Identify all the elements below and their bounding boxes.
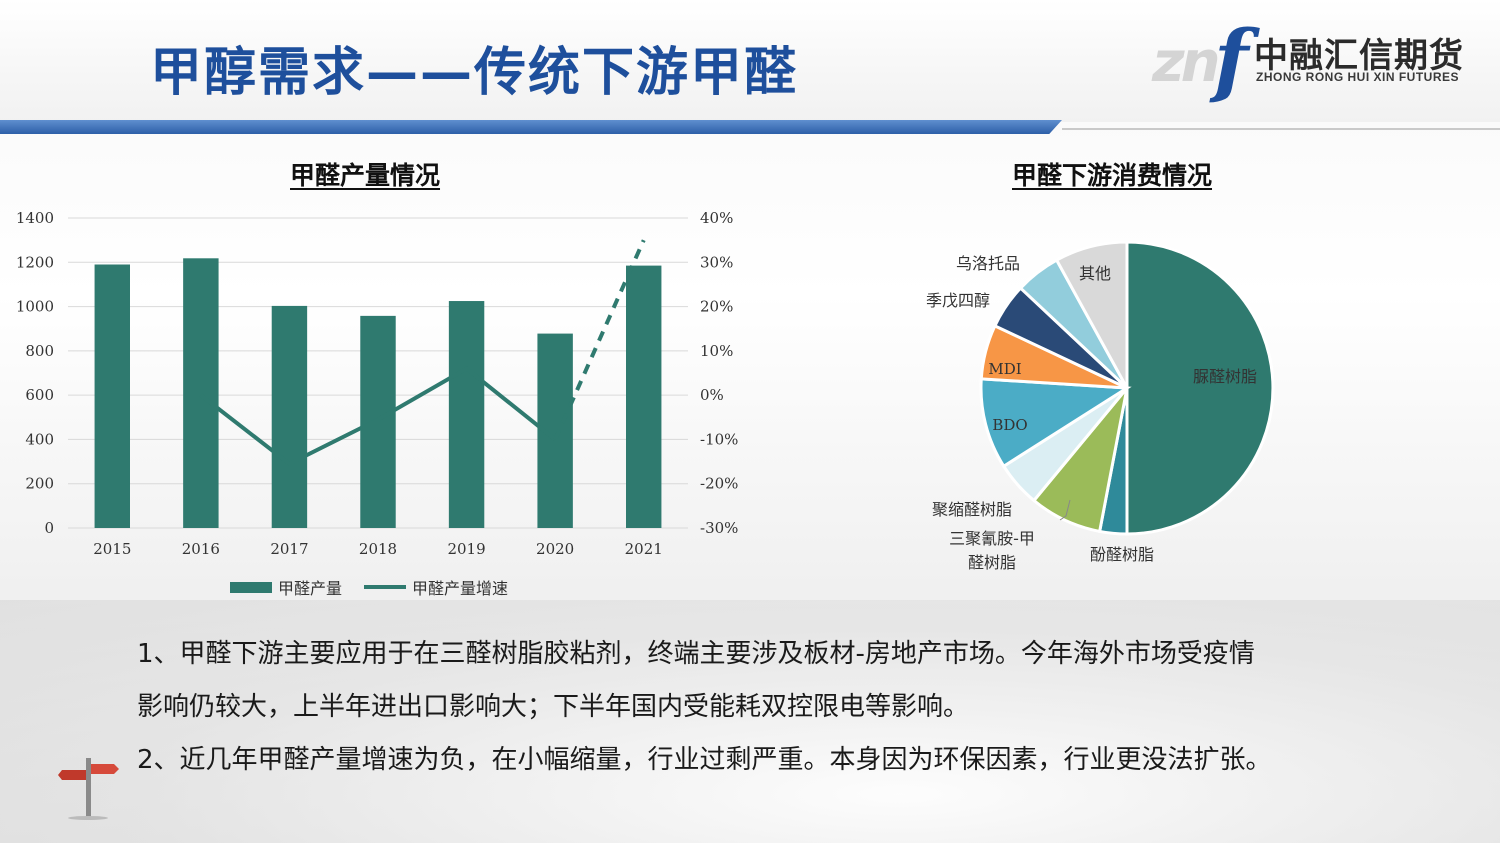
page-title: 甲醇需求——传统下游甲醛 [150, 43, 799, 103]
legend-item-growth: 甲醛产量增速 [364, 575, 508, 599]
bar-2019 [448, 301, 485, 528]
x-tick-label: 2015 [93, 540, 131, 558]
header-divider-line [1062, 128, 1500, 130]
y-left-tick-label: 1200 [16, 253, 54, 271]
pie-label-2-line2: 醛树脂 [968, 553, 1016, 572]
pie-label-6: 季戊四醇 [926, 291, 990, 310]
note-line-2: 影响仍较大，上半年进出口影响大；下半年国内受能耗双控限电等影响。 [137, 692, 970, 722]
pie-label-4: BDO [992, 416, 1027, 434]
y-right-tick-label: 30% [700, 253, 733, 271]
pie-label-5: MDI [988, 360, 1021, 378]
logo-text: 中融汇信期货 [1254, 36, 1464, 76]
y-left-tick-label: 400 [25, 430, 54, 448]
notes-text-block: 1、甲醛下游主要应用于在三醛树脂胶粘剂，终端主要涉及板材-房地产市场。今年海外市… [137, 628, 1437, 787]
pie-slice-4 [979, 377, 1132, 469]
legend-swatch-line [364, 585, 407, 589]
bar-2018 [360, 315, 396, 528]
pie-slice-0 [1125, 240, 1275, 536]
pie-chart-title: 甲醛下游消费情况 [1012, 161, 1213, 190]
note-line-1: 1、甲醛下游主要应用于在三醛树脂胶粘剂，终端主要涉及板材-房地产市场。今年海外市… [137, 639, 1255, 669]
bar-line-chart: 0 200 400 600 800 1000 1200 1400 -30% -20% -10% 0% 1… [16, 209, 739, 558]
logo-english-text: ZHONG RONG HUI XIN FUTURES [1256, 70, 1460, 84]
x-tick-label: 2016 [182, 540, 220, 558]
x-tick-label: 2019 [447, 540, 485, 558]
y-right-tick-label: 40% [700, 209, 733, 227]
x-tick-label: 2020 [536, 540, 574, 558]
x-tick-label: 2021 [625, 540, 663, 558]
background-decoration [0, 600, 1500, 843]
logo-mark: zn [1152, 30, 1220, 95]
pie-leader-line [1059, 499, 1071, 521]
bar-2017 [271, 305, 308, 528]
logo-mark-f: f [1214, 12, 1249, 106]
pie-label-8: 其他 [1079, 264, 1111, 283]
header-divider-bar [0, 120, 1062, 134]
y-left-tick-label: 600 [25, 386, 54, 404]
pie-label-3: 聚缩醛树脂 [932, 500, 1012, 519]
bar-2015 [94, 264, 130, 528]
y-right-tick-label: -30% [700, 519, 738, 537]
y-left-tick-label: 1000 [16, 298, 54, 316]
y-left-tick-label: 200 [25, 475, 54, 493]
header-band [0, 0, 1500, 122]
y-right-tick-label: -20% [700, 475, 738, 493]
y-right-tick-label: 20% [700, 298, 733, 316]
growth-line-solid [199, 366, 557, 467]
y-left-tick-label: 800 [25, 342, 54, 360]
legend-label-production: 甲醛产量 [278, 579, 343, 598]
x-tick-label: 2018 [359, 540, 397, 558]
y-left-tick-label: 0 [44, 519, 54, 537]
pie-label-7: 乌洛托品 [956, 254, 1020, 273]
pie-label-1: 酚醛树脂 [1090, 545, 1154, 564]
bar-chart-title: 甲醛产量情况 [290, 161, 441, 190]
pie-label-2-line1: 三聚氰胺-甲 [949, 529, 1035, 548]
y-right-tick-label: -10% [700, 430, 738, 448]
bar-2016 [183, 258, 219, 528]
legend-item-production: 甲醛产量 [230, 575, 342, 599]
legend-swatch-bar [230, 581, 272, 593]
growth-line-dashed [553, 239, 646, 441]
signpost-icon [58, 758, 119, 820]
pie-label-0: 脲醛树脂 [1193, 367, 1257, 386]
y-right-tick-label: 0% [700, 386, 724, 404]
y-right-tick-label: 10% [700, 342, 733, 360]
bar-chart-legend: 甲醛产量 甲醛产量增速 [230, 575, 530, 599]
y-left-tick-label: 1400 [16, 209, 54, 227]
legend-label-growth: 甲醛产量增速 [412, 579, 509, 598]
note-line-3: 2、近几年甲醛产量增速为负，在小幅缩量，行业过剩严重。本身因为环保因素，行业更没… [137, 745, 1272, 775]
bar-2021 [626, 265, 662, 528]
company-logo: zn f 中融汇信期货 ZHONG RONG HUI XIN FUTURES [1148, 12, 1463, 106]
x-tick-label: 2017 [270, 540, 308, 558]
pie-slice-8 [1054, 240, 1129, 389]
